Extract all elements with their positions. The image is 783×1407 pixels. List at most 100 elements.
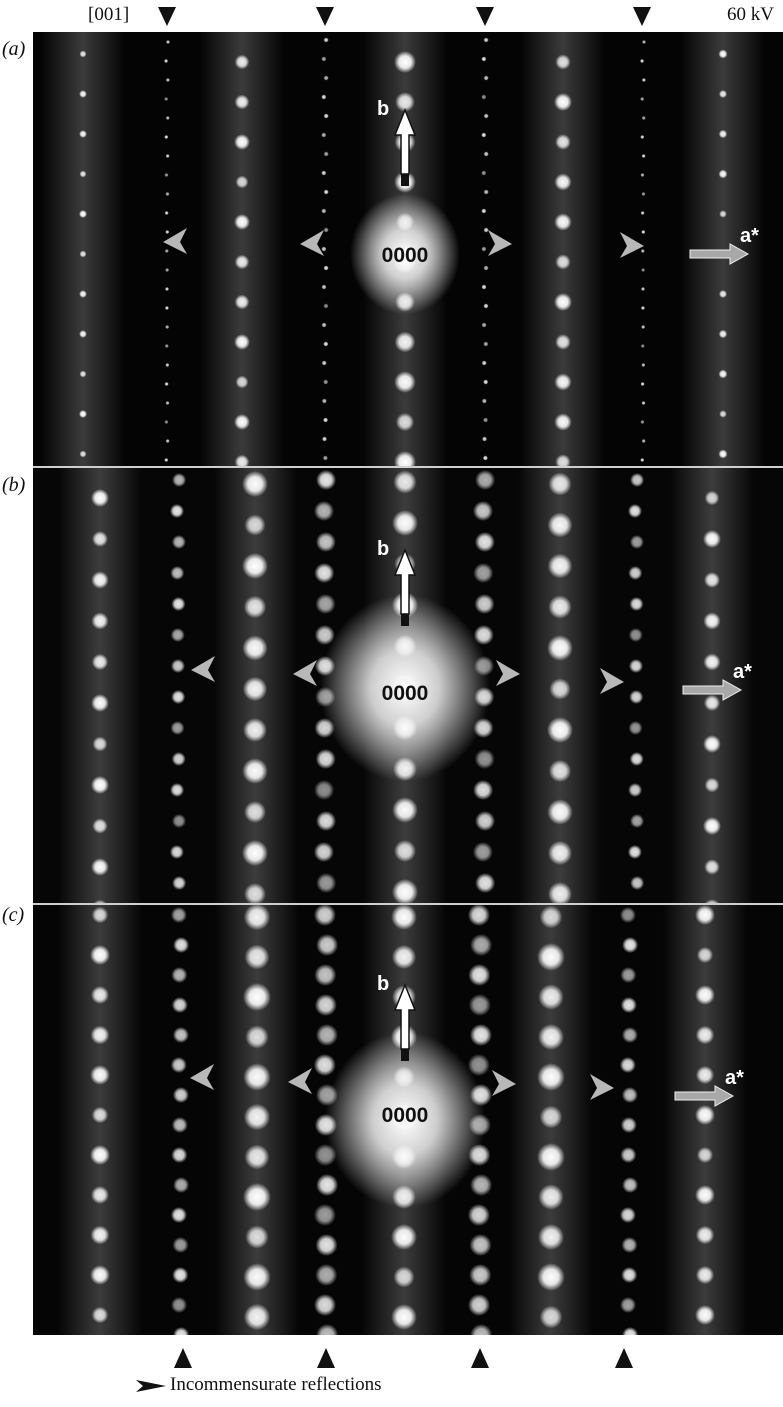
incommensurate-spot (469, 1264, 492, 1286)
bragg-spot (718, 329, 728, 339)
bragg-spot (547, 799, 573, 825)
bragg-spot (91, 612, 109, 630)
incommensurate-spot (172, 1087, 189, 1103)
bragg-spot (539, 1305, 563, 1329)
incommensurate-spot (170, 566, 185, 580)
bragg-spot (547, 635, 573, 661)
zone-axis-label: [001] (88, 4, 130, 25)
incommensurate-spot (481, 94, 487, 100)
bragg-spot (91, 906, 109, 924)
incommensurate-spot (323, 265, 329, 271)
incommensurate-spot (640, 211, 645, 215)
bragg-spot (719, 210, 727, 218)
b-vector-base (401, 1047, 409, 1061)
incommensurate-spot (322, 455, 328, 461)
bragg-spot (92, 736, 108, 752)
incommensurate-spot (316, 1324, 339, 1335)
incommensurate-spot (315, 1024, 338, 1046)
incommensurate-spot (171, 997, 188, 1013)
bragg-spot (242, 840, 268, 866)
bragg-spot (92, 818, 108, 834)
bragg-spot (395, 92, 415, 112)
incommensurate-spot (172, 1237, 189, 1253)
incommensurate-spot (470, 1324, 493, 1335)
bragg-spot (391, 1304, 417, 1330)
panel-c-label: (c) (2, 904, 25, 926)
incommensurate-spot (629, 597, 644, 611)
bragg-spot (548, 595, 572, 619)
incommensurate-spot (627, 504, 642, 518)
incommensurate-spot (483, 189, 489, 195)
incommensurate-spot (170, 628, 185, 642)
bragg-spot (244, 801, 266, 823)
incommensurate-spot (621, 1027, 638, 1043)
incommensurate-spot (628, 783, 643, 797)
incommensurate-spot (468, 994, 491, 1016)
bragg-spot (234, 414, 250, 430)
bragg-spot (555, 254, 571, 270)
bragg-spot (234, 334, 250, 350)
incommensurate-spot (474, 749, 495, 769)
panel-b-label: (b) (2, 474, 26, 496)
bragg-spot (90, 1225, 110, 1245)
voltage-label: 60 kV (727, 4, 774, 25)
bragg-spot (695, 905, 715, 925)
incommensurate-spot (475, 811, 496, 831)
bragg-spot (548, 759, 572, 783)
bragg-spot (91, 653, 109, 671)
incommensurate-spot (474, 594, 495, 614)
incommensurate-spot (470, 1174, 493, 1196)
bragg-spot (704, 490, 720, 506)
bragg-spot (391, 1224, 417, 1250)
bragg-spot (242, 471, 268, 497)
bragg-spot (392, 1185, 416, 1209)
bragg-spot (718, 89, 728, 99)
a-star-vector-label: a* (740, 225, 759, 247)
bragg-spot (695, 1305, 715, 1325)
incommensurate-spot (481, 398, 487, 404)
incommensurate-marker (488, 230, 512, 256)
incommensurate-spot (323, 75, 329, 81)
incommensurate-spot (481, 132, 487, 138)
incommensurate-spot (314, 964, 337, 986)
bragg-spot (243, 1263, 271, 1291)
bragg-spot (394, 371, 416, 393)
incommensurate-spot (316, 811, 337, 831)
incommensurate-marker (590, 1074, 614, 1100)
incommensurate-spot (172, 1027, 189, 1043)
incommensurate-spot (321, 132, 327, 138)
incommensurate-spot (165, 192, 170, 196)
origin-label: 0000 (382, 244, 429, 267)
bragg-spot (392, 510, 418, 536)
incommensurate-spot (481, 322, 487, 328)
bragg-spot (234, 54, 250, 70)
bragg-spot (243, 718, 267, 742)
bragg-spot (695, 1065, 715, 1085)
bragg-spot (90, 1025, 110, 1045)
incommensurate-spot (641, 78, 646, 82)
incommensurate-spot (164, 420, 169, 424)
incommensurate-spot (164, 458, 169, 462)
bragg-spot (395, 292, 415, 312)
incommensurate-spot (481, 56, 487, 62)
incommensurate-spot (171, 1297, 188, 1313)
incommensurate-spot (173, 937, 190, 953)
incommensurate-spot (170, 659, 185, 673)
incommensurate-marker (288, 1068, 312, 1094)
incommensurate-spot (170, 1207, 187, 1223)
incommensurate-spot (640, 382, 645, 386)
bragg-spot (90, 1145, 110, 1165)
incommensurate-marker (600, 668, 624, 694)
incommensurate-spot (473, 780, 494, 800)
incommensurate-spot (172, 814, 187, 828)
bragg-spot (538, 984, 564, 1010)
incommensurate-spot (173, 1177, 190, 1193)
bragg-spot (695, 985, 715, 1005)
incommensurate-spot (469, 1024, 492, 1046)
bragg-spot (704, 572, 720, 588)
incommensurate-spot (171, 752, 186, 766)
incommensurate-spot (314, 1294, 337, 1316)
bragg-spot (554, 213, 572, 231)
incommensurate-spot (640, 173, 645, 177)
a-star-vector-arrow (674, 1085, 735, 1107)
